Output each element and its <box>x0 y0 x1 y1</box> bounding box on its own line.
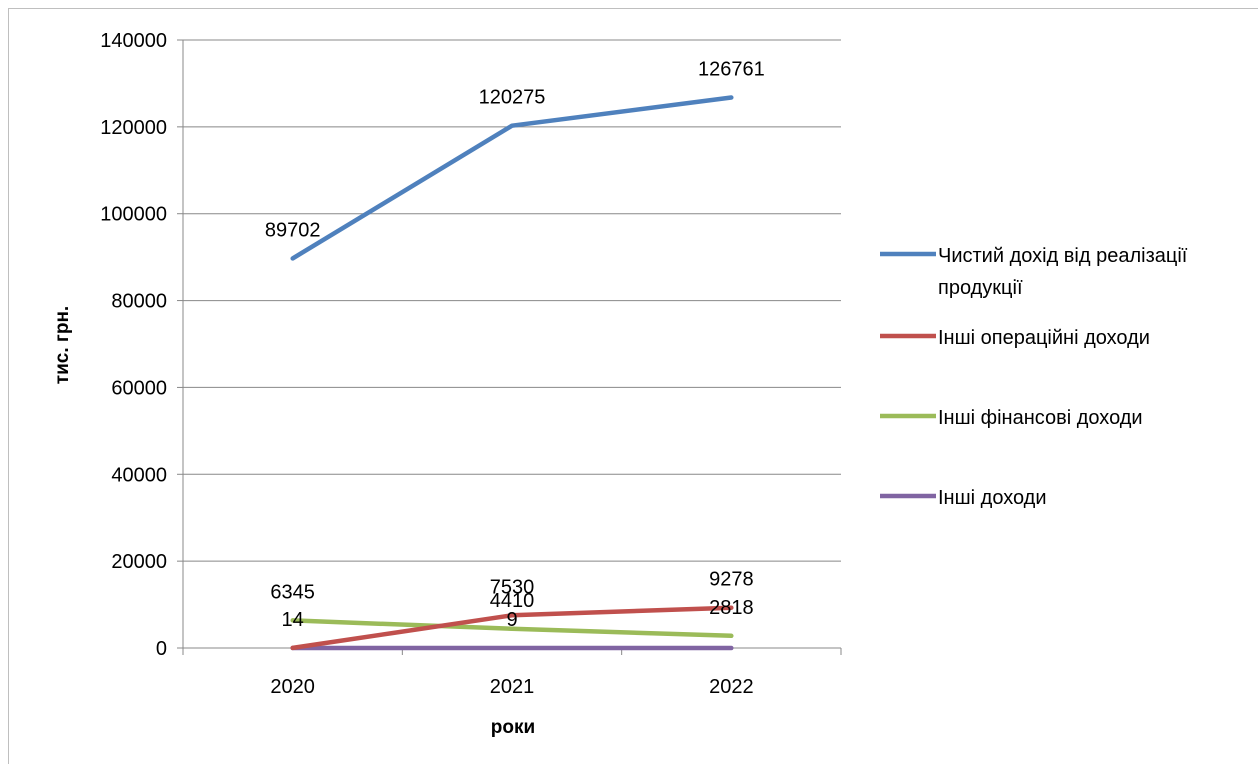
legend-label-3: Інші доходи <box>938 487 1047 509</box>
legend-label-2: Інші фінансові доходи <box>938 407 1143 429</box>
data-label: 126761 <box>698 58 765 80</box>
x-tick-label: 2022 <box>709 676 754 698</box>
axes <box>177 39 842 655</box>
data-label: 2818 <box>709 597 754 619</box>
x-axis-title: роки <box>491 717 535 738</box>
y-tick-label: 0 <box>156 638 167 660</box>
gridlines <box>183 39 841 562</box>
y-axis-title: тис. грн. <box>52 306 73 384</box>
data-label: 9 <box>506 609 517 631</box>
y-tick-label: 140000 <box>100 30 167 52</box>
data-labels: 0 20000 40000 60000 80000 100000 120000 140000 2… <box>100 30 764 698</box>
data-label: 14 <box>282 609 304 631</box>
y-tick-label: 20000 <box>111 551 167 573</box>
series-lines <box>290 95 734 651</box>
legend: Чистий дохід від реалізації продукції Інші… <box>880 245 1188 509</box>
series-line-2 <box>290 618 734 639</box>
data-label: 89702 <box>265 219 321 241</box>
chart-frame <box>8 8 1258 764</box>
x-tick-label: 2020 <box>270 676 315 698</box>
data-label: 6345 <box>270 581 315 603</box>
legend-label-0: продукції <box>938 277 1023 299</box>
series-line-0 <box>290 95 734 261</box>
legend-label-0: Чистий дохід від реалізації <box>938 245 1188 267</box>
y-tick-label: 40000 <box>111 464 167 486</box>
x-tick-label: 2021 <box>490 676 535 698</box>
y-tick-label: 60000 <box>111 377 167 399</box>
data-label: 120275 <box>479 87 546 109</box>
series-line-1 <box>290 605 734 651</box>
data-label: 4410 <box>490 590 535 612</box>
data-label: 7530 <box>490 576 535 598</box>
data-label: 9278 <box>709 569 754 591</box>
y-tick-label: 100000 <box>100 204 167 226</box>
y-tick-label: 80000 <box>111 291 167 313</box>
y-tick-label: 120000 <box>100 117 167 139</box>
legend-label-1: Інші операційні доходи <box>938 327 1150 349</box>
